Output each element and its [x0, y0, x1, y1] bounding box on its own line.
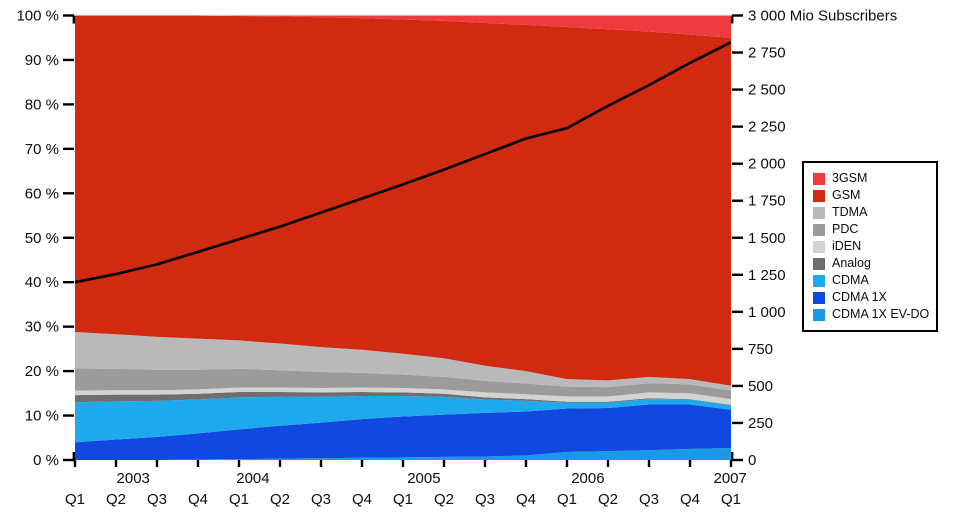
right-axis-tick-label: 250 — [748, 415, 773, 432]
right-axis-tick-label: 1 000 — [748, 304, 786, 321]
legend-item: TDMA — [813, 204, 928, 221]
area-cdma-1x — [75, 404, 731, 460]
x-axis-quarter-label: Q3 — [475, 491, 495, 508]
legend-swatch-icon — [813, 206, 825, 219]
legend-label: CDMA — [832, 273, 869, 287]
right-axis-tick-label: 1 250 — [748, 267, 786, 284]
area-pdc — [75, 368, 731, 400]
area-gsm — [75, 15, 731, 386]
legend-item: PDC — [813, 221, 928, 238]
right-axis-tick-label: 750 — [748, 341, 773, 358]
legend-item: iDEN — [813, 238, 928, 255]
left-axis-tick-label: 10 % — [25, 408, 59, 425]
legend-swatch-icon — [813, 240, 825, 253]
area-analog — [75, 391, 731, 406]
legend-item: CDMA — [813, 272, 928, 289]
legend-item: CDMA 1X — [813, 289, 928, 306]
legend-item: 3GSM — [813, 170, 928, 187]
legend-label: CDMA 1X — [832, 290, 887, 304]
legend-label: CDMA 1X EV-DO — [832, 307, 930, 321]
area-cdma — [75, 395, 731, 443]
legend: 3GSM GSM TDMA PDC iDEN Analog CDMA CDMA 1X CDMA … — [802, 161, 938, 332]
x-axis-year-label: 2003 — [117, 470, 150, 487]
left-axis-tick-label: 60 % — [25, 185, 59, 202]
legend-swatch-icon — [813, 274, 825, 287]
legend-swatch-icon — [813, 308, 825, 321]
x-axis-quarter-label: Q4 — [352, 491, 372, 508]
legend-label: 3GSM — [832, 171, 868, 185]
x-axis-year-label: 2005 — [407, 470, 440, 487]
x-axis-quarter-label: Q3 — [147, 491, 167, 508]
x-axis-quarter-label: Q2 — [270, 491, 290, 508]
x-axis-quarter-label: Q1 — [229, 491, 249, 508]
x-axis-quarter-label: Q1 — [557, 491, 577, 508]
x-axis-quarter-label: Q1 — [65, 491, 85, 508]
x-axis-quarter-label: Q2 — [434, 491, 454, 508]
right-axis-tick-label: 0 — [748, 452, 756, 469]
legend-swatch-icon — [813, 291, 825, 304]
right-axis-tick-label: 2 500 — [748, 82, 786, 99]
x-axis-quarter-label: Q1 — [393, 491, 413, 508]
legend-label: GSM — [832, 188, 861, 202]
legend-label: PDC — [832, 222, 859, 236]
left-axis-tick-label: 30 % — [25, 319, 59, 336]
x-axis-quarter-label: Q3 — [639, 491, 659, 508]
right-axis-tick-label: 2 000 — [748, 156, 786, 173]
right-axis-unit-label: 3 000 Mio Subscribers — [748, 8, 897, 25]
x-axis-quarter-label: Q1 — [721, 491, 741, 508]
left-axis-tick-label: 40 % — [25, 274, 59, 291]
legend-label: TDMA — [832, 205, 868, 219]
left-axis-tick-label: 0 % — [33, 452, 59, 469]
x-axis-year-label: 2004 — [236, 470, 269, 487]
x-axis-quarter-label: Q4 — [680, 491, 700, 508]
legend-label: iDEN — [832, 239, 862, 253]
left-axis-tick-label: 90 % — [25, 52, 59, 69]
left-axis-tick-label: 20 % — [25, 363, 59, 380]
x-axis-year-label: 2006 — [571, 470, 604, 487]
area-tdma — [75, 331, 731, 391]
left-axis-tick-label: 70 % — [25, 141, 59, 158]
right-axis-tick-label: 500 — [748, 378, 773, 395]
legend-item: GSM — [813, 187, 928, 204]
legend-swatch-icon — [813, 172, 825, 185]
right-axis-tick-label: 2 250 — [748, 119, 786, 136]
right-axis-tick-label: 1 500 — [748, 230, 786, 247]
legend-label: Analog — [832, 256, 871, 270]
x-axis-quarter-label: Q3 — [311, 491, 331, 508]
area-3gsm — [75, 15, 731, 38]
left-axis-tick-label: 100 % — [16, 8, 59, 25]
x-axis-year-label: 2007 — [713, 470, 746, 487]
legend-swatch-icon — [813, 257, 825, 270]
right-axis-tick-label: 1 750 — [748, 193, 786, 210]
x-axis-quarter-label: Q4 — [188, 491, 208, 508]
legend-item: CDMA 1X EV-DO — [813, 306, 930, 323]
left-axis-tick-label: 80 % — [25, 96, 59, 113]
legend-item: Analog — [813, 255, 928, 272]
right-axis-tick-label: 2 750 — [748, 45, 786, 62]
total-subscribers-line — [74, 41, 732, 284]
x-axis-quarter-label: Q2 — [598, 491, 618, 508]
area-iden — [75, 387, 731, 405]
x-axis-quarter-label: Q2 — [106, 491, 126, 508]
legend-swatch-icon — [813, 189, 825, 202]
legend-swatch-icon — [813, 223, 825, 236]
area-cdma-1x-ev-do — [75, 447, 731, 460]
x-axis-quarter-label: Q4 — [516, 491, 536, 508]
left-axis-tick-label: 50 % — [25, 230, 59, 247]
